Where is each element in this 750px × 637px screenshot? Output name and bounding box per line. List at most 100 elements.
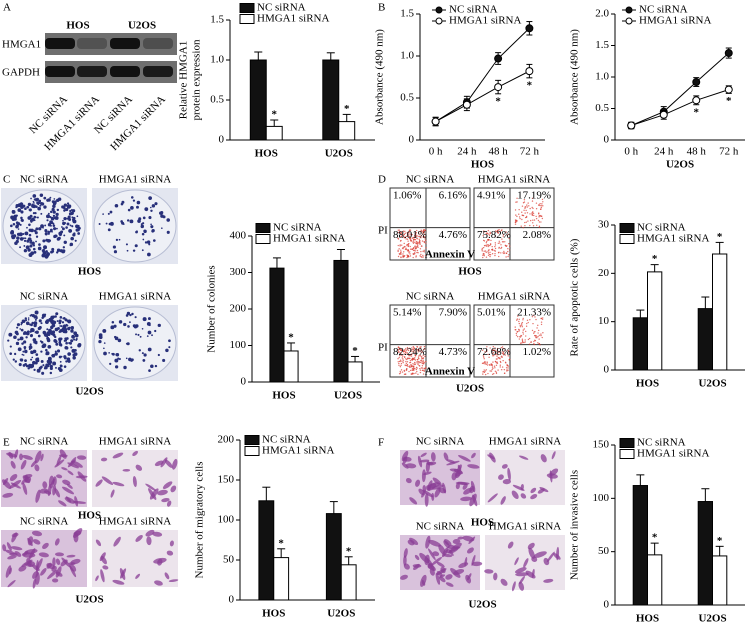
cell: [484, 569, 494, 574]
colony: [36, 216, 39, 219]
cell: [458, 455, 471, 462]
colony: [34, 318, 37, 321]
colony: [60, 355, 63, 358]
event: [416, 235, 418, 237]
event: [411, 347, 413, 349]
cell: [423, 471, 432, 476]
significance-marker: *: [652, 253, 658, 265]
significance-marker: *: [288, 331, 294, 343]
row-caption: U2OS: [468, 599, 496, 611]
event: [414, 234, 416, 237]
cell: [8, 451, 14, 459]
cell: [54, 538, 60, 546]
colony: [38, 319, 42, 323]
panel-label: C: [3, 174, 10, 186]
cell: [38, 552, 49, 558]
colony: [49, 220, 54, 225]
event: [412, 248, 414, 250]
bar: [712, 253, 728, 371]
colony: [62, 317, 65, 320]
colony: [73, 232, 76, 235]
event: [494, 350, 496, 352]
event: [418, 235, 420, 238]
event: [400, 348, 402, 351]
colony: [134, 316, 137, 319]
colony: [130, 196, 134, 199]
colony: [148, 324, 151, 327]
cell: [76, 455, 87, 460]
cell: [152, 531, 163, 537]
event: [535, 217, 538, 220]
event: [525, 216, 528, 219]
cell: [427, 548, 436, 561]
event: [508, 254, 510, 256]
event: [486, 233, 489, 235]
colony: [73, 338, 76, 341]
event: [489, 347, 491, 349]
colony: [47, 230, 51, 234]
colony: [44, 224, 47, 227]
event: [416, 238, 418, 240]
colony: [32, 360, 36, 365]
event: [419, 367, 421, 370]
colony: [165, 348, 169, 353]
panel-label: B: [378, 2, 385, 14]
event: [409, 369, 412, 372]
event: [500, 369, 503, 371]
event: [489, 231, 491, 234]
event: [401, 360, 403, 362]
cell: [445, 574, 453, 580]
event: [498, 357, 500, 359]
colony: [21, 353, 24, 356]
colony: [34, 229, 37, 232]
event: [533, 332, 535, 334]
event: [407, 234, 410, 236]
colony: [154, 329, 157, 333]
event: [424, 254, 427, 257]
event: [487, 245, 489, 248]
event: [520, 334, 522, 337]
colony: [24, 359, 27, 363]
cell: [439, 574, 446, 578]
colony: [147, 330, 152, 335]
event: [492, 349, 495, 351]
bar: [697, 308, 714, 371]
event: [401, 244, 403, 246]
panel-label: D: [378, 174, 386, 186]
colony: [50, 224, 52, 227]
point: [494, 83, 503, 92]
legend-label: NC siRNA: [637, 222, 686, 234]
colony: [66, 202, 70, 205]
cell: [112, 481, 125, 487]
event: [402, 360, 405, 362]
cell: [170, 485, 177, 493]
x-tick-label: 48 h: [489, 146, 509, 158]
colony: [41, 249, 45, 253]
cell: [418, 488, 425, 496]
event: [526, 322, 528, 325]
event: [522, 319, 524, 321]
cell: [457, 464, 462, 472]
event: [398, 229, 401, 231]
event: [483, 361, 485, 364]
event: [538, 215, 540, 217]
colony: [54, 340, 58, 344]
axis-label: Annexin V: [425, 249, 475, 261]
colony: [61, 227, 65, 231]
event: [532, 211, 534, 213]
y-tick-label: 1.0: [595, 71, 609, 83]
event: [516, 319, 518, 321]
event: [417, 252, 419, 254]
colony: [114, 365, 119, 369]
colony: [33, 250, 37, 254]
cell: [162, 481, 173, 490]
legend-swatch: [619, 234, 635, 244]
colony: [147, 322, 150, 325]
y-tick-label: 100: [218, 514, 235, 526]
colony: [63, 240, 67, 245]
colony: [49, 364, 53, 368]
colony: [20, 328, 24, 332]
event: [425, 246, 427, 249]
cell: [34, 464, 40, 472]
cell: [5, 565, 12, 578]
